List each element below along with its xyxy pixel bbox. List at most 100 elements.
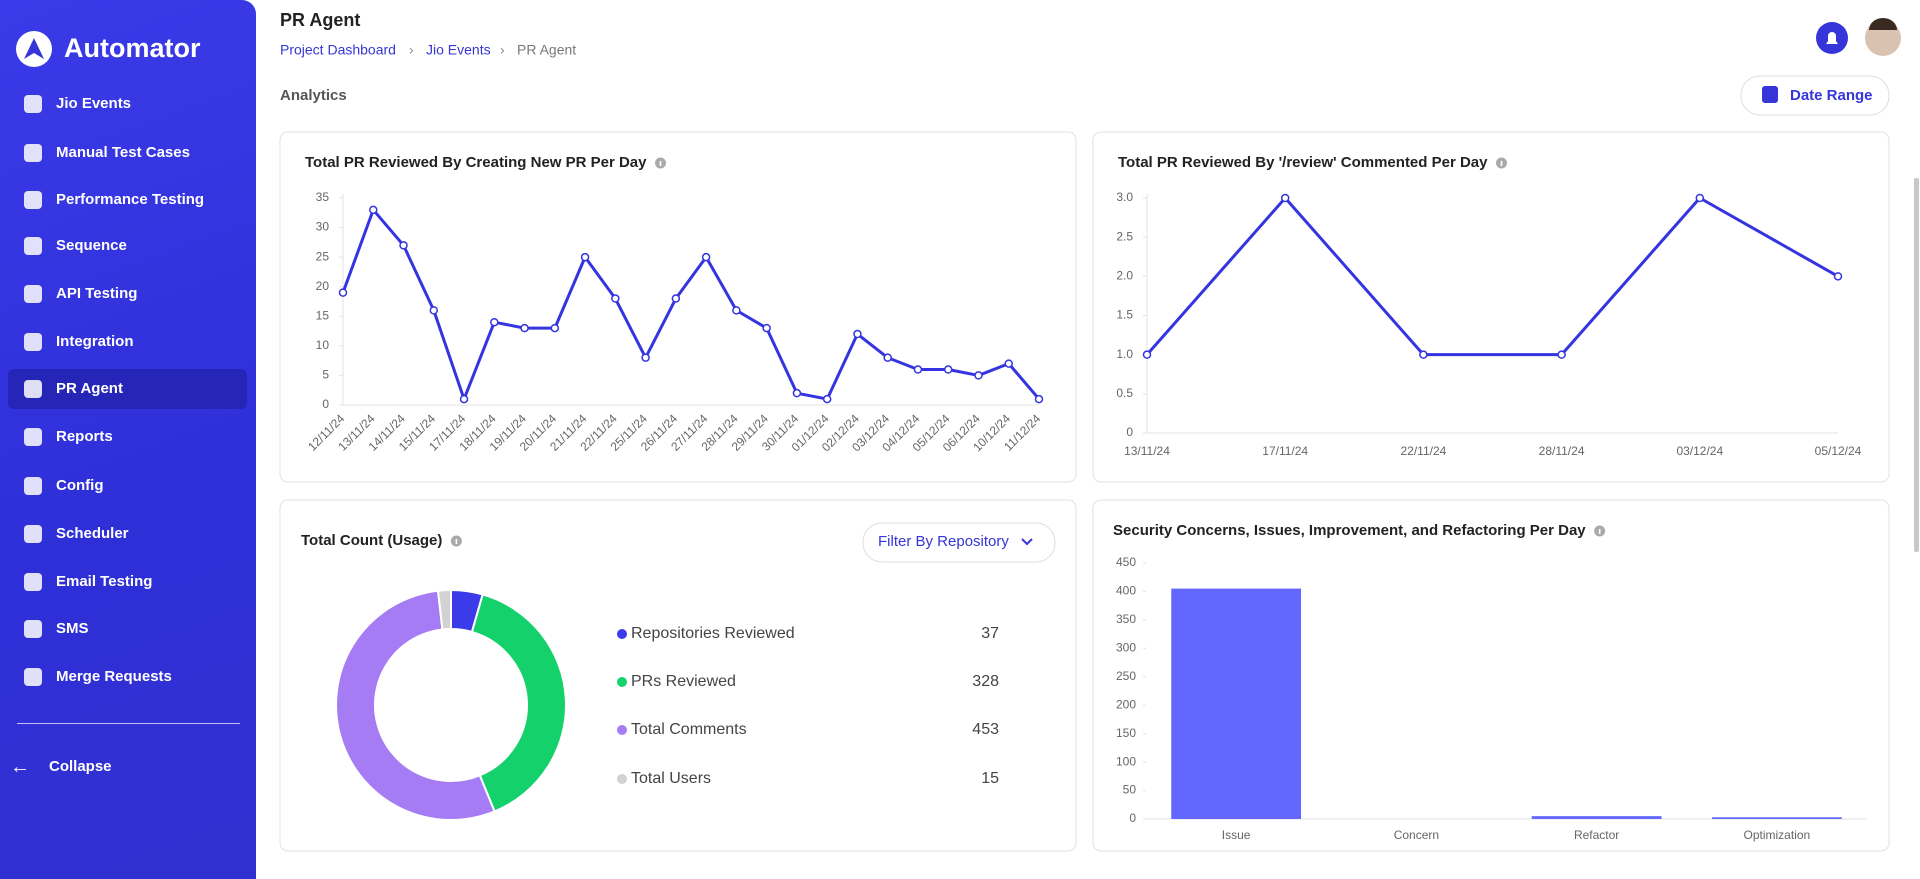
legend-value: 453 — [972, 721, 999, 738]
chart-title: Total PR Reviewed By '/review' Commented… — [1118, 154, 1488, 171]
nav-icon — [24, 668, 42, 686]
nav-item[interactable]: Manual Test Cases — [8, 133, 247, 173]
point — [822, 394, 832, 404]
nav-label[interactable]: Email Testing — [56, 573, 153, 590]
avatar-hair — [1869, 18, 1897, 30]
x-tick-label: 28/11/24 — [1539, 444, 1585, 458]
donut-segment — [436, 588, 452, 631]
nav-item[interactable]: PR Agent — [8, 369, 247, 409]
breadcrumb: PR Agent — [517, 42, 576, 58]
y-tick-label: 2.0 — [1116, 269, 1133, 283]
bar — [1171, 588, 1302, 819]
legend-value: 37 — [981, 625, 999, 642]
x-tick-label: 17/11/24 — [1262, 444, 1308, 458]
nav-label[interactable]: Sequence — [56, 237, 127, 254]
nav-item[interactable]: Config — [8, 466, 247, 506]
info-icon-dot — [1598, 529, 1601, 534]
point — [490, 317, 499, 327]
date-range-label[interactable]: Date Range — [1790, 87, 1873, 104]
donut-segment — [335, 589, 496, 821]
legend-label: PRs Reviewed — [631, 673, 736, 690]
nav-icon — [24, 285, 42, 303]
point — [1034, 394, 1044, 404]
info-icon-dot — [455, 539, 458, 544]
nav-label[interactable]: Reports — [56, 428, 113, 445]
y-tick-label: 350 — [1116, 612, 1136, 626]
point — [671, 294, 681, 303]
nav-item[interactable]: Email Testing — [8, 562, 247, 602]
y-tick-label: 3.0 — [1116, 190, 1133, 204]
y-tick-label: 5 — [322, 368, 329, 382]
nav-label[interactable]: Manual Test Cases — [56, 144, 190, 161]
filter-button[interactable] — [862, 522, 1056, 563]
sidebar: Automator Jio Events Manual Test Cases Per… — [0, 0, 256, 879]
nav-item[interactable]: Scheduler — [8, 514, 247, 554]
collapse-icon[interactable]: ← — [10, 756, 30, 778]
collapse[interactable]: Collapse — [49, 758, 112, 775]
y-tick-label: 450 — [1116, 555, 1136, 569]
x-tick-label: Concern — [1394, 828, 1439, 842]
nav-item[interactable]: Jio Events — [8, 84, 247, 124]
nav-item[interactable]: API Testing — [8, 274, 247, 314]
point — [369, 205, 378, 215]
nav-icon — [24, 144, 42, 162]
nav-icon — [24, 525, 42, 543]
nav-label[interactable]: Performance Testing — [56, 191, 205, 208]
nav-icon — [24, 428, 42, 446]
bar — [1711, 817, 1842, 819]
nav-icon — [24, 191, 42, 209]
y-tick-label: 10 — [316, 338, 330, 352]
nav-label[interactable]: API Testing — [56, 285, 138, 302]
legend-value: 328 — [972, 673, 999, 690]
point — [1557, 350, 1566, 359]
point — [550, 323, 560, 333]
nav-item[interactable]: Integration — [8, 322, 247, 362]
nav-icon — [24, 333, 42, 351]
nav-item[interactable]: SMS — [8, 609, 247, 649]
y-tick-label: 150 — [1116, 726, 1136, 740]
nav-label[interactable]: Integration — [56, 333, 134, 350]
legend-dot — [617, 629, 627, 639]
y-tick-label: 0.5 — [1116, 386, 1133, 400]
scrollbar[interactable] — [1914, 178, 1919, 552]
legend-label: Total Users — [631, 770, 711, 787]
date-range-button[interactable] — [1740, 75, 1890, 116]
legend-value: 15 — [981, 770, 999, 787]
y-tick-label: 1.0 — [1116, 347, 1133, 361]
point — [974, 371, 983, 380]
breadcrumb[interactable]: Jio Events — [426, 42, 491, 58]
section-title: Analytics — [280, 87, 347, 104]
nav-label[interactable]: SMS — [56, 620, 89, 637]
nav-item[interactable]: Merge Requests — [8, 657, 247, 697]
x-tick-label: 03/12/24 — [1676, 444, 1723, 458]
y-tick-label: 0 — [1126, 425, 1133, 439]
y-tick-label: 15 — [316, 308, 330, 322]
nav-icon — [24, 573, 42, 591]
x-tick-label: 13/11/24 — [1124, 444, 1170, 458]
chart-title: Security Concerns, Issues, Improvement, … — [1113, 522, 1586, 539]
breadcrumb[interactable]: Project Dashboard — [280, 42, 396, 58]
nav-label[interactable]: PR Agent — [56, 380, 123, 397]
nav-item[interactable]: Reports — [8, 417, 247, 457]
point — [338, 288, 348, 297]
card — [279, 131, 1077, 483]
point — [641, 353, 650, 362]
nav-icon — [24, 237, 42, 255]
nav-label[interactable]: Scheduler — [56, 525, 129, 542]
y-tick-label: 20 — [316, 279, 330, 293]
breadcrumb-sep: › — [409, 42, 414, 58]
point — [1419, 350, 1428, 359]
filter-label[interactable]: Filter By Repository — [878, 533, 1009, 550]
x-tick-label: 05/12/24 — [1815, 444, 1862, 458]
x-tick-label: 22/11/24 — [1400, 444, 1446, 458]
point — [429, 306, 439, 315]
nav-label[interactable]: Merge Requests — [56, 668, 172, 685]
point — [913, 365, 923, 374]
nav-item[interactable]: Performance Testing — [8, 180, 247, 220]
nav-item[interactable]: Sequence — [8, 226, 247, 266]
y-tick-label: 400 — [1116, 584, 1136, 598]
nav-label[interactable]: Jio Events — [56, 95, 132, 112]
card — [1092, 131, 1890, 483]
nav-label[interactable]: Config — [56, 477, 104, 494]
